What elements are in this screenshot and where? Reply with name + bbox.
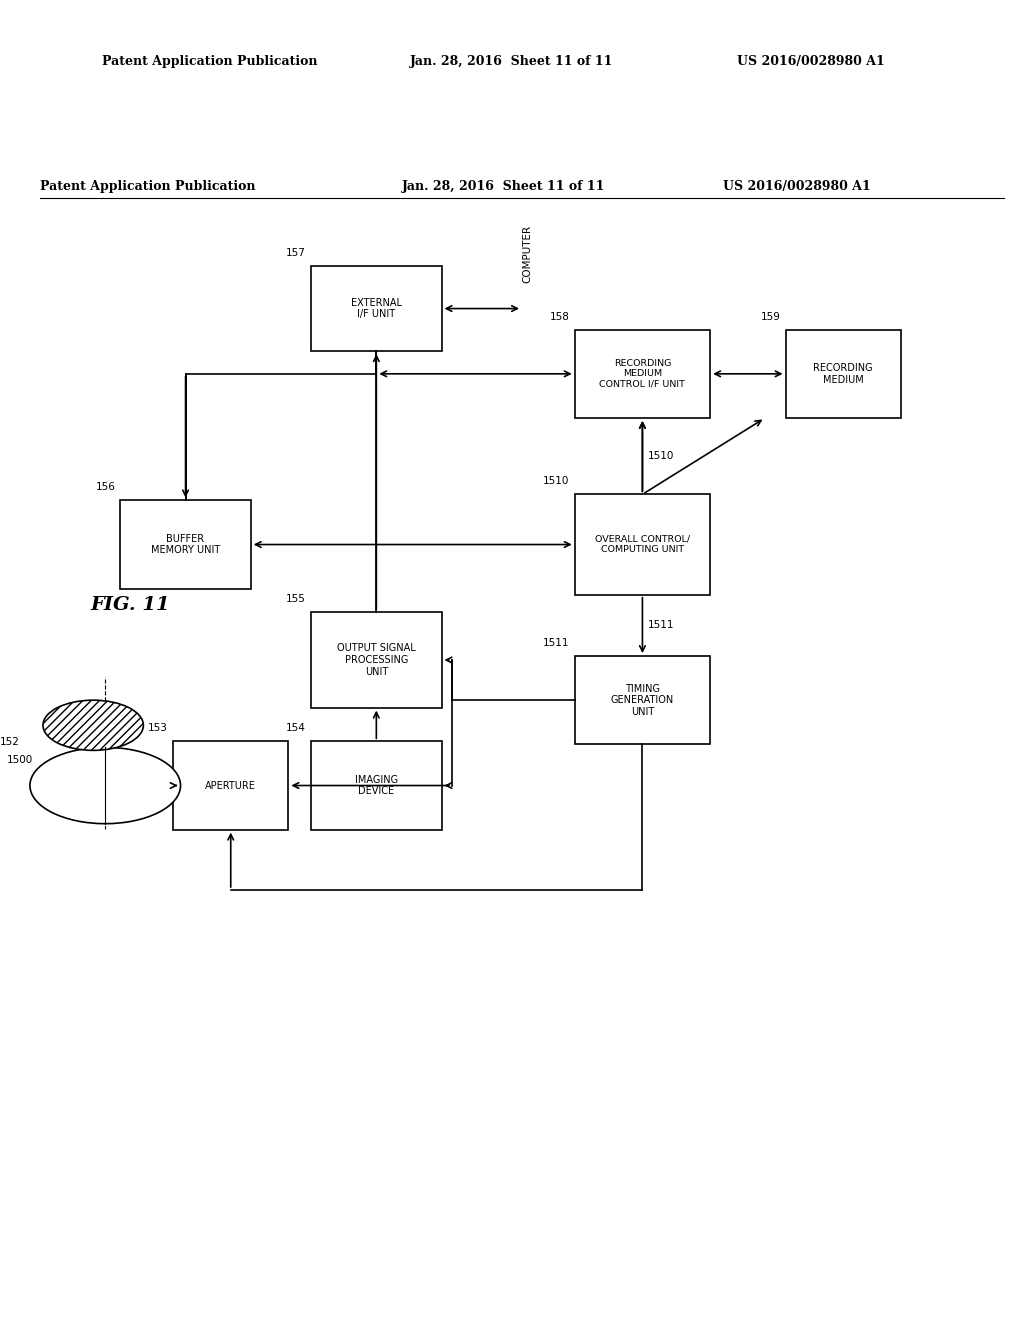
Text: 1500: 1500	[7, 755, 33, 766]
Bar	[785, 330, 901, 418]
Text: 1511: 1511	[543, 638, 569, 648]
Text: APERTURE: APERTURE	[205, 780, 256, 791]
Ellipse shape	[30, 747, 180, 824]
Text: IMAGING
DEVICE: IMAGING DEVICE	[354, 775, 398, 796]
Bar	[574, 494, 711, 595]
Text: 154: 154	[286, 723, 306, 734]
Text: 155: 155	[286, 594, 306, 605]
Text: 157: 157	[286, 248, 306, 257]
Text: COMPUTER: COMPUTER	[522, 226, 531, 284]
Text: Patent Application Publication: Patent Application Publication	[40, 180, 255, 193]
Text: 1511: 1511	[647, 620, 674, 631]
Text: Patent Application Publication: Patent Application Publication	[102, 55, 317, 69]
Ellipse shape	[43, 700, 143, 750]
Text: 1510: 1510	[647, 451, 674, 461]
Text: Jan. 28, 2016  Sheet 11 of 11: Jan. 28, 2016 Sheet 11 of 11	[401, 180, 605, 193]
Text: US 2016/0028980 A1: US 2016/0028980 A1	[737, 55, 885, 69]
Bar	[311, 742, 441, 830]
Text: Jan. 28, 2016  Sheet 11 of 11: Jan. 28, 2016 Sheet 11 of 11	[410, 55, 613, 69]
Bar	[574, 330, 711, 418]
Text: 158: 158	[550, 312, 569, 322]
Text: OUTPUT SIGNAL
PROCESSING
UNIT: OUTPUT SIGNAL PROCESSING UNIT	[337, 643, 416, 677]
Text: 153: 153	[148, 723, 168, 734]
Bar	[311, 612, 441, 708]
Bar	[120, 500, 251, 589]
Text: RECORDING
MEDIUM
CONTROL I/F UNIT: RECORDING MEDIUM CONTROL I/F UNIT	[599, 359, 685, 388]
Text: RECORDING
MEDIUM: RECORDING MEDIUM	[813, 363, 873, 384]
Text: 152: 152	[0, 738, 19, 747]
Text: FIG. 11: FIG. 11	[90, 595, 170, 614]
Bar	[311, 265, 441, 351]
Text: EXTERNAL
I/F UNIT: EXTERNAL I/F UNIT	[351, 298, 401, 319]
Text: BUFFER
MEMORY UNIT: BUFFER MEMORY UNIT	[151, 533, 220, 556]
Text: 1510: 1510	[544, 477, 569, 486]
Text: 156: 156	[95, 482, 116, 492]
Text: TIMING
GENERATION
UNIT: TIMING GENERATION UNIT	[610, 684, 674, 717]
Bar	[574, 656, 711, 744]
Text: 159: 159	[761, 312, 780, 322]
Text: OVERALL CONTROL/
COMPUTING UNIT: OVERALL CONTROL/ COMPUTING UNIT	[595, 535, 690, 554]
Bar	[173, 742, 289, 830]
Text: US 2016/0028980 A1: US 2016/0028980 A1	[723, 180, 870, 193]
